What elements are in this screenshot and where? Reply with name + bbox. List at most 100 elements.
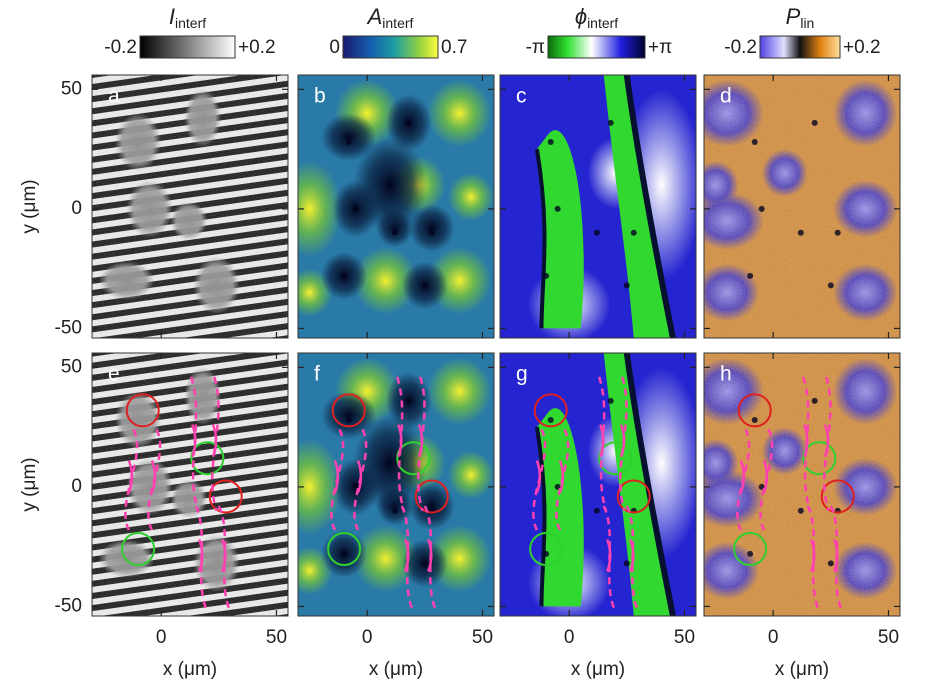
colorbar <box>139 35 236 59</box>
vortex <box>758 205 765 212</box>
y-axis-label: y (μm) <box>19 179 40 233</box>
texture <box>447 450 494 499</box>
annotation-arc <box>606 539 612 572</box>
vortex <box>593 507 600 514</box>
texture <box>298 160 342 257</box>
colorbar-label: Iinterf <box>169 4 206 31</box>
colorbar <box>759 35 841 59</box>
annotation-line <box>189 376 200 512</box>
annotation-circle <box>121 532 156 567</box>
panel-letter: d <box>720 85 732 108</box>
panel-letter: b <box>314 85 326 108</box>
texture <box>603 75 673 338</box>
annotation-line <box>618 376 628 512</box>
image-noise <box>92 75 288 338</box>
y-tick-label: 0 <box>71 476 82 497</box>
vortex <box>607 397 614 404</box>
colorbar-label: ϕinterf <box>575 4 618 31</box>
annotation-circle <box>733 532 768 567</box>
annotation-arc <box>191 424 197 458</box>
colorbar-label: Plin <box>786 4 815 31</box>
y-tick-label: 0 <box>71 198 82 219</box>
annotation-arc <box>833 539 839 572</box>
texture <box>536 408 584 607</box>
x-tick-label: 0 <box>768 627 779 648</box>
annotation-arc <box>823 424 830 458</box>
texture <box>353 414 428 511</box>
texture <box>353 247 418 315</box>
vortex <box>405 397 412 404</box>
annotation-line <box>395 376 406 512</box>
vortex <box>827 560 834 567</box>
vortex <box>751 416 758 423</box>
annotation-circle <box>190 441 225 476</box>
texture <box>536 130 584 329</box>
panel-frame <box>703 352 901 617</box>
vortex <box>751 138 758 145</box>
vortex <box>623 560 630 567</box>
panel-frame <box>91 352 289 617</box>
image-noise <box>704 75 900 338</box>
x-axis-label: x (μm) <box>571 659 625 680</box>
x-axis-label: x (μm) <box>369 659 423 680</box>
texture <box>408 482 455 531</box>
vortex <box>607 119 614 126</box>
vortex <box>345 138 352 145</box>
x-tick-label: 0 <box>156 627 167 648</box>
image-noise <box>92 353 288 616</box>
colorbar-max: +π <box>648 37 672 58</box>
panel-image <box>500 353 696 616</box>
y-tick-label: -50 <box>55 595 82 616</box>
vortex <box>827 282 834 289</box>
vortex <box>797 229 804 236</box>
colorbar-min: -0.2 <box>724 37 757 58</box>
panel-frame <box>91 74 289 339</box>
colorbar-symbol: ϕ <box>575 4 587 29</box>
colorbar-subscript: interf <box>175 15 206 31</box>
panel-letter: a <box>108 85 120 108</box>
x-axis-label: x (μm) <box>775 659 829 680</box>
vortex <box>623 282 630 289</box>
annotation-arc <box>810 539 816 572</box>
panel-image <box>704 75 900 338</box>
colorbar-min: -π <box>526 37 545 58</box>
vortex <box>811 397 818 404</box>
panel-image <box>704 353 900 616</box>
vortex <box>391 229 398 236</box>
vortex <box>834 229 841 236</box>
texture <box>427 357 492 425</box>
annotation-arc <box>558 460 565 494</box>
annotation-line <box>210 376 220 512</box>
panel-image <box>92 353 288 616</box>
annotation-arc <box>417 424 424 458</box>
panel-letter: e <box>108 363 120 386</box>
annotation-circle <box>529 532 564 567</box>
colorbar-max: +0.2 <box>238 37 276 58</box>
annotation-arc <box>629 539 635 572</box>
annotation-arc <box>739 460 746 494</box>
vortex <box>341 550 348 557</box>
panel-image <box>298 353 494 616</box>
annotation-line <box>801 376 812 512</box>
panel-frame <box>499 74 697 339</box>
y-tick-label: 50 <box>61 356 82 377</box>
colorbar-max: 0.7 <box>441 37 467 58</box>
texture <box>534 426 547 607</box>
annotation-circle <box>802 441 837 476</box>
annotation-arc <box>211 424 218 458</box>
vortex <box>543 272 550 279</box>
vortex <box>554 205 561 212</box>
colorbar-min: 0 <box>329 37 340 58</box>
colorbar-subscript: interf <box>587 15 618 31</box>
annotation-circle <box>737 393 772 428</box>
image-noise <box>704 353 900 616</box>
colorbar-min: -0.2 <box>104 37 137 58</box>
texture <box>603 353 673 616</box>
vortex <box>421 560 428 567</box>
panel-letter: h <box>720 363 732 386</box>
annotation-circle <box>327 532 362 567</box>
panel-frame <box>297 74 495 339</box>
colorbar-symbol: I <box>169 4 175 29</box>
annotation-line <box>597 376 608 512</box>
annotation-circle <box>208 479 243 514</box>
